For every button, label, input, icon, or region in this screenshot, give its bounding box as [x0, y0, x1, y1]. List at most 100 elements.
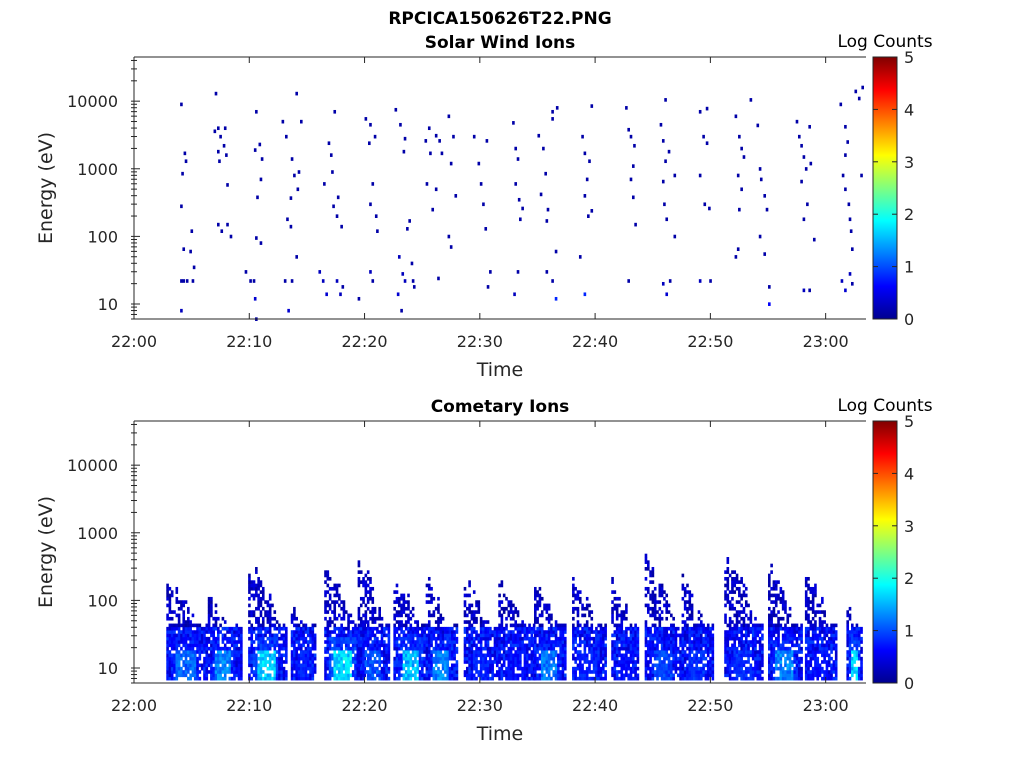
x-tick-label: 23:00 — [803, 332, 849, 351]
data-cell — [196, 670, 199, 674]
data-cell — [844, 124, 847, 129]
data-cell — [338, 613, 341, 618]
data-cell — [326, 676, 330, 681]
data-cell — [378, 673, 381, 678]
data-cell — [686, 646, 689, 651]
data-cell — [521, 620, 524, 624]
data-cell — [574, 593, 577, 598]
data-cell — [368, 141, 371, 146]
data-cell — [191, 670, 195, 674]
data-cell — [534, 613, 537, 618]
data-cell — [187, 623, 190, 628]
data-cell — [667, 149, 671, 154]
data-cell — [357, 616, 361, 621]
data-cell — [797, 643, 801, 648]
data-cell — [809, 161, 813, 166]
data-cell — [574, 646, 577, 651]
data-cell — [664, 159, 667, 164]
data-cell — [475, 670, 478, 674]
data-cell — [170, 643, 174, 648]
data-cell — [563, 666, 567, 671]
data-cell — [347, 653, 350, 658]
data-cell — [807, 673, 810, 678]
data-cell — [583, 673, 587, 678]
data-cell — [484, 660, 488, 664]
data-cell — [536, 626, 539, 631]
data-cell — [754, 670, 757, 674]
data-cell — [683, 660, 687, 664]
data-cell — [397, 596, 401, 601]
data-cell — [423, 636, 426, 641]
data-cell — [761, 650, 764, 654]
data-cell — [371, 663, 375, 668]
data-cell — [667, 643, 671, 648]
data-cell — [770, 650, 773, 654]
data-cell — [613, 623, 617, 628]
data-cell — [704, 640, 708, 644]
data-cell — [416, 630, 420, 634]
data-cell — [534, 603, 537, 608]
data-cell — [250, 586, 254, 591]
data-cell — [404, 663, 408, 668]
data-cell — [814, 620, 817, 624]
data-cell — [261, 663, 265, 668]
data-cell — [338, 663, 341, 668]
data-cell — [816, 676, 820, 681]
data-cell — [679, 663, 682, 668]
data-cell — [613, 650, 617, 654]
data-cell — [519, 646, 522, 651]
data-cell — [547, 603, 551, 608]
data-cell — [271, 643, 274, 648]
data-cell — [418, 643, 422, 648]
data-cell — [295, 623, 298, 628]
data-cell — [324, 606, 327, 611]
data-cell — [273, 660, 277, 664]
data-cell — [595, 630, 598, 634]
data-cell — [364, 620, 368, 624]
data-cell — [505, 673, 508, 678]
data-cell — [724, 633, 727, 638]
data-cell — [561, 636, 565, 641]
data-cell — [814, 653, 817, 658]
data-cell — [747, 653, 750, 658]
data-cell — [709, 630, 712, 634]
data-cell — [644, 620, 648, 624]
data-cell — [768, 613, 771, 618]
data-cell — [538, 636, 542, 641]
data-cell — [268, 613, 272, 618]
data-cell — [166, 640, 169, 644]
data-cell — [175, 623, 179, 628]
data-cell — [588, 640, 591, 644]
data-cell — [742, 623, 746, 628]
data-cell — [313, 666, 317, 671]
data-cell — [252, 640, 256, 644]
data-cell — [468, 633, 471, 638]
data-cell — [804, 600, 808, 604]
data-cell — [772, 583, 776, 588]
data-cell — [697, 630, 701, 634]
data-cell — [484, 636, 488, 641]
data-cell — [706, 636, 710, 641]
data-cell — [273, 626, 277, 631]
data-cell — [523, 670, 527, 674]
data-cell — [590, 636, 594, 641]
data-cell — [559, 650, 562, 654]
data-cell — [540, 596, 544, 601]
data-cell — [507, 613, 511, 618]
data-cell — [282, 640, 286, 644]
data-cell — [672, 630, 675, 634]
data-cell — [196, 626, 199, 631]
data-cell — [555, 106, 559, 110]
data-cell — [309, 646, 312, 651]
data-cell — [465, 640, 469, 644]
data-cell — [552, 650, 556, 654]
data-cell — [611, 576, 614, 581]
data-cell — [590, 630, 594, 634]
data-cell — [733, 606, 737, 611]
data-cell — [477, 660, 481, 664]
data-cell — [733, 626, 737, 631]
data-cell — [228, 676, 232, 681]
data-cell — [191, 660, 195, 664]
data-cell — [770, 643, 773, 648]
data-cell — [376, 670, 379, 674]
